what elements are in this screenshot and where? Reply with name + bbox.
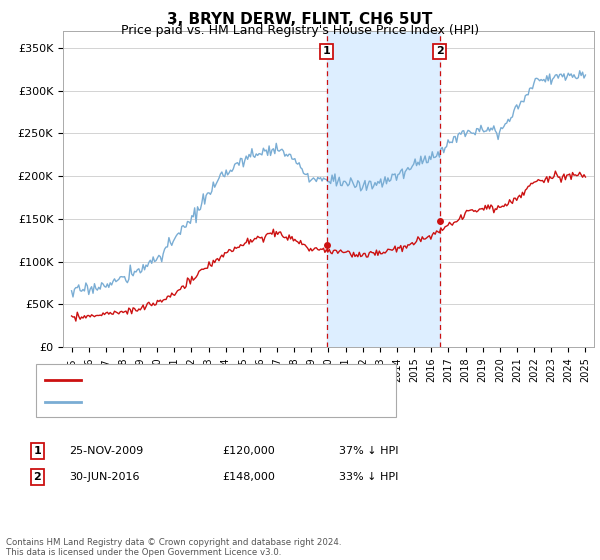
Text: 30-JUN-2016: 30-JUN-2016: [69, 472, 139, 482]
Text: 33% ↓ HPI: 33% ↓ HPI: [339, 472, 398, 482]
Text: 3, BRYN DERW, FLINT, CH6 5UT: 3, BRYN DERW, FLINT, CH6 5UT: [167, 12, 433, 27]
Text: £148,000: £148,000: [222, 472, 275, 482]
Text: 25-NOV-2009: 25-NOV-2009: [69, 446, 143, 456]
Text: HPI: Average price, detached house, Flintshire: HPI: Average price, detached house, Flin…: [87, 397, 328, 407]
Text: 1: 1: [34, 446, 41, 456]
Text: 3, BRYN DERW, FLINT, CH6 5UT (detached house): 3, BRYN DERW, FLINT, CH6 5UT (detached h…: [87, 375, 345, 385]
Bar: [327, 31, 440, 347]
Text: 37% ↓ HPI: 37% ↓ HPI: [339, 446, 398, 456]
Text: Contains HM Land Registry data © Crown copyright and database right 2024.
This d: Contains HM Land Registry data © Crown c…: [6, 538, 341, 557]
Text: 2: 2: [34, 472, 41, 482]
Text: Price paid vs. HM Land Registry's House Price Index (HPI): Price paid vs. HM Land Registry's House …: [121, 24, 479, 36]
Text: 1: 1: [323, 46, 331, 57]
Text: 2: 2: [436, 46, 444, 57]
Text: £120,000: £120,000: [222, 446, 275, 456]
